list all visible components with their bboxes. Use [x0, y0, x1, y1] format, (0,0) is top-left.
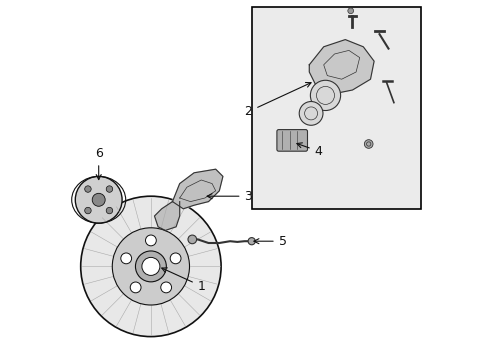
Polygon shape: [154, 202, 179, 230]
Circle shape: [84, 186, 91, 192]
Text: 6: 6: [95, 147, 102, 180]
Circle shape: [106, 207, 112, 214]
Text: 1: 1: [162, 268, 205, 293]
Circle shape: [84, 207, 91, 214]
Circle shape: [310, 80, 340, 111]
Circle shape: [106, 186, 112, 192]
Polygon shape: [172, 169, 223, 209]
Circle shape: [299, 102, 322, 125]
Text: 4: 4: [296, 143, 322, 158]
Text: 5: 5: [253, 235, 286, 248]
Circle shape: [130, 282, 141, 293]
Circle shape: [161, 282, 171, 293]
Circle shape: [364, 140, 372, 148]
Circle shape: [81, 196, 221, 337]
Circle shape: [135, 251, 166, 282]
Circle shape: [347, 8, 353, 14]
Text: 3: 3: [207, 190, 252, 203]
Circle shape: [112, 228, 189, 305]
Circle shape: [142, 257, 160, 275]
FancyBboxPatch shape: [276, 130, 307, 151]
Circle shape: [187, 235, 196, 244]
Circle shape: [121, 253, 131, 264]
Bar: [251, 7, 420, 209]
Circle shape: [170, 253, 181, 264]
Circle shape: [75, 176, 122, 223]
Polygon shape: [309, 40, 373, 94]
Circle shape: [92, 193, 105, 206]
Circle shape: [247, 238, 255, 245]
Text: 2: 2: [244, 82, 310, 118]
Circle shape: [145, 235, 156, 246]
